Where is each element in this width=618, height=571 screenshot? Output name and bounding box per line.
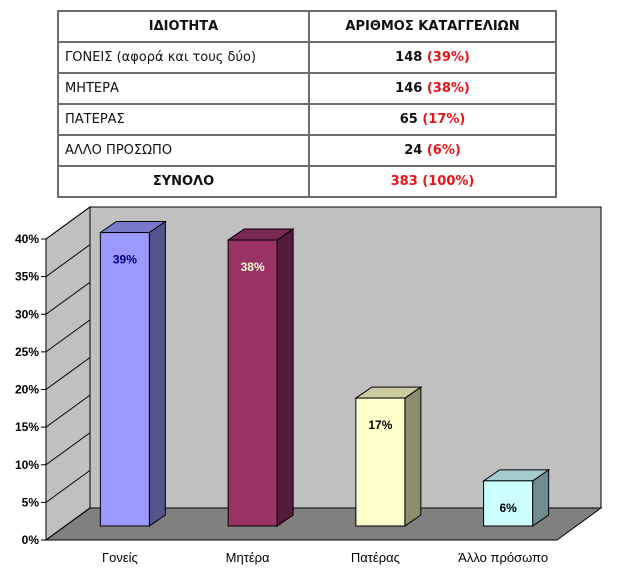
bar-chart: 0% 5% 10% 15% 20% 25% 30% 35% 40% 39% 38% 17% 6% Γο… xyxy=(15,206,603,565)
y-tick-label: 10% xyxy=(15,458,39,472)
bar-front xyxy=(99,232,150,527)
y-tick-label: 20% xyxy=(15,383,39,397)
bar: 38% xyxy=(226,228,295,527)
row-percent: (6%) xyxy=(426,143,461,158)
col-header-role: ΙΔΙΟΤΗΤΑ xyxy=(58,11,309,42)
total-label: ΣΥΝΟΛΟ xyxy=(58,166,309,197)
row-percent: (17%) xyxy=(422,112,466,127)
y-axis: 0% 5% 10% 15% 20% 25% 30% 35% 40% xyxy=(15,206,91,547)
total-value: 383 (100%) xyxy=(309,166,556,197)
row-label: ΠΑΤΕΡΑΣ xyxy=(58,104,309,135)
y-tick-slant xyxy=(45,432,91,466)
y-tick-slant xyxy=(45,281,91,315)
table-row: ΑΛΛΟ ΠΡΟΣΩΠΟ 24 (6%) xyxy=(58,135,556,166)
y-tick-slant xyxy=(45,469,91,503)
bar-front xyxy=(227,239,278,527)
row-count: 148 xyxy=(395,50,423,65)
table-row: ΓΟΝΕΙΣ (αφορά και τους δύο) 148 (39%) xyxy=(58,42,556,73)
row-count-cell: 24 (6%) xyxy=(309,135,556,166)
table-header-row: ΙΔΙΟΤΗΤΑ ΑΡΙΘΜΟΣ ΚΑΤΑΓΓΕΛΙΩΝ xyxy=(58,11,556,42)
y-tick-label: 35% xyxy=(15,270,39,284)
col-header-count: ΑΡΙΘΜΟΣ ΚΑΤΑΓΓΕΛΙΩΝ xyxy=(309,11,556,42)
y-tick-label: 5% xyxy=(22,495,40,509)
bar-side xyxy=(276,228,294,527)
bar-data-label: 38% xyxy=(241,260,265,274)
y-tick-label: 25% xyxy=(15,345,39,359)
row-count: 146 xyxy=(395,81,423,96)
row-count-cell: 148 (39%) xyxy=(309,42,556,73)
y-tick-label: 15% xyxy=(15,420,39,434)
y-tick-slant xyxy=(45,394,91,428)
row-count-cell: 146 (38%) xyxy=(309,73,556,104)
row-count: 24 xyxy=(404,143,423,158)
bar-data-label: 17% xyxy=(368,418,392,432)
table-row: ΠΑΤΕΡΑΣ 65 (17%) xyxy=(58,104,556,135)
bar: 17% xyxy=(354,386,423,527)
row-percent: (38%) xyxy=(426,81,470,96)
back-wall xyxy=(89,206,602,509)
complaints-table: ΙΔΙΟΤΗΤΑ ΑΡΙΘΜΟΣ ΚΑΤΑΓΓΕΛΙΩΝ ΓΟΝΕΙΣ (αφο… xyxy=(57,10,557,198)
bar-data-label: 39% xyxy=(113,253,137,267)
x-tick-label: Μητέρα xyxy=(226,550,270,565)
bar-front xyxy=(355,397,406,527)
bar-data-label: 6% xyxy=(499,501,517,515)
y-tick-label: 30% xyxy=(15,307,39,321)
row-label: ΓΟΝΕΙΣ (αφορά και τους δύο) xyxy=(58,42,309,73)
row-count: 65 xyxy=(399,112,418,127)
y-tick-slant xyxy=(45,319,91,353)
bar-side xyxy=(148,220,166,527)
y-tick-slant xyxy=(45,357,91,390)
row-percent: (39%) xyxy=(426,50,470,65)
y-tick-label: 40% xyxy=(15,232,39,246)
bar-front xyxy=(483,480,534,527)
row-label: ΜΗΤΕΡΑ xyxy=(58,73,309,104)
bars: 39% 38% 17% 6% xyxy=(98,220,551,527)
bar: 39% xyxy=(98,220,167,527)
x-tick-label: Γονείς xyxy=(102,550,138,565)
table-row: ΜΗΤΕΡΑ 146 (38%) xyxy=(58,73,556,104)
y-tick-slant xyxy=(45,507,91,541)
row-label: ΑΛΛΟ ΠΡΟΣΩΠΟ xyxy=(58,135,309,166)
x-axis: Γονείς Μητέρα Πατέρας Άλλο πρόσωπο xyxy=(46,539,557,565)
bar-side xyxy=(404,386,422,527)
x-tick-label: Πατέρας xyxy=(351,550,400,565)
y-tick-slant xyxy=(45,244,91,278)
y-tick-slant xyxy=(45,206,91,240)
table-total-row: ΣΥΝΟΛΟ 383 (100%) xyxy=(58,166,556,197)
row-count-cell: 65 (17%) xyxy=(309,104,556,135)
x-tick-label: Άλλο πρόσωπο xyxy=(458,550,548,565)
bar: 6% xyxy=(482,468,551,527)
y-tick-label: 0% xyxy=(22,533,40,547)
